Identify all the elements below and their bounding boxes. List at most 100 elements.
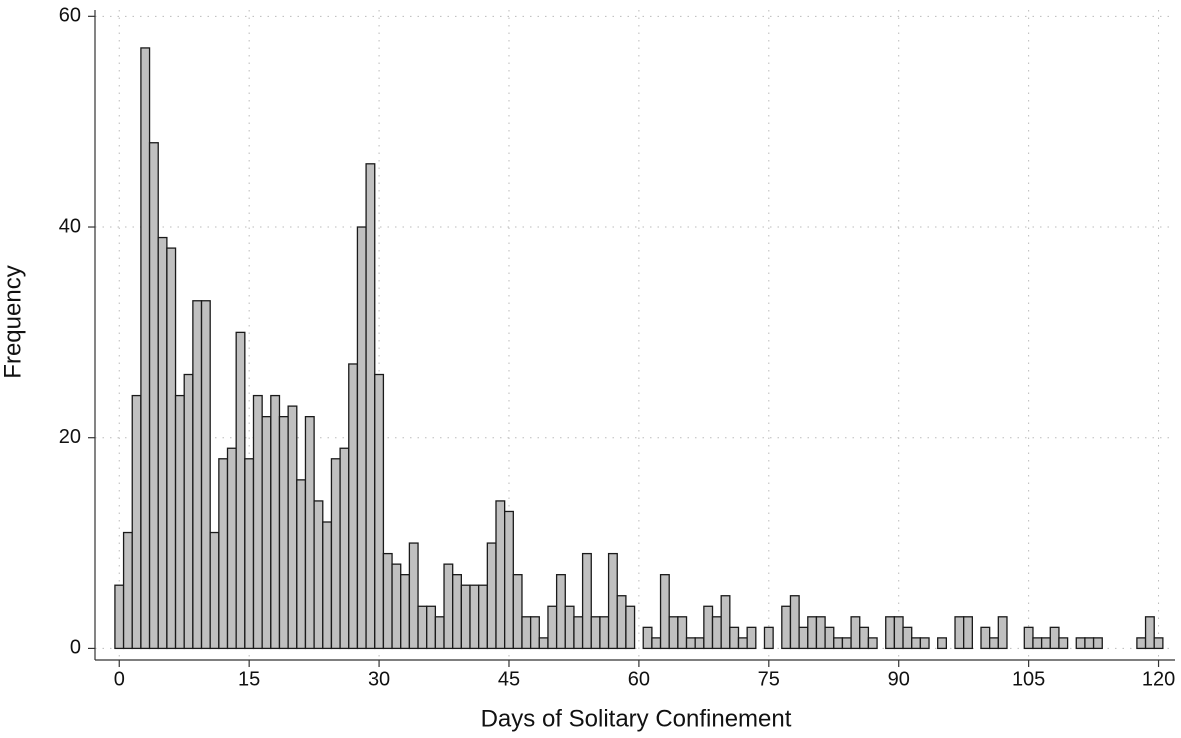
bar [322, 521, 333, 650]
bar [893, 616, 904, 650]
bar [833, 637, 844, 650]
bar [1092, 637, 1103, 650]
bar [789, 595, 800, 650]
bar [452, 574, 463, 650]
bar [564, 605, 575, 650]
bar [270, 394, 281, 650]
bar [192, 300, 203, 650]
y-tick-label: 20 [59, 426, 81, 448]
bar [841, 637, 852, 650]
bar [902, 626, 913, 650]
bar [460, 584, 471, 650]
bar [209, 531, 220, 650]
bar [1049, 626, 1060, 650]
bar [616, 595, 627, 650]
bar [815, 616, 826, 650]
bar [555, 574, 566, 650]
bar [746, 626, 757, 650]
bar [1058, 637, 1069, 650]
bar [495, 500, 506, 650]
bar [529, 616, 540, 650]
bar [581, 552, 592, 650]
x-tick-label: 30 [368, 668, 390, 690]
bar [1144, 616, 1155, 650]
bar [954, 616, 965, 650]
bar [443, 563, 454, 650]
x-tick-label: 120 [1142, 668, 1175, 690]
bar [607, 552, 618, 650]
bar [763, 626, 774, 650]
bar [521, 616, 532, 650]
bar [651, 637, 662, 650]
bar [504, 510, 514, 650]
bar [356, 226, 367, 650]
bar [261, 415, 272, 650]
bar [1023, 626, 1034, 650]
bar [114, 584, 125, 650]
bar [235, 331, 246, 650]
y-tick-label: 0 [70, 637, 81, 659]
bar [807, 616, 818, 650]
bar [547, 605, 558, 650]
bar [1084, 637, 1095, 650]
bar [478, 584, 488, 650]
bar [867, 637, 878, 650]
bar [131, 394, 142, 650]
bar [1032, 637, 1043, 650]
bar [391, 563, 402, 650]
bar [850, 616, 861, 650]
bar [685, 637, 696, 650]
bar [737, 637, 748, 650]
bar [365, 163, 376, 650]
bar [538, 637, 549, 650]
x-tick-label: 0 [114, 668, 125, 690]
bar [434, 616, 445, 650]
bar [781, 605, 792, 650]
bar [599, 616, 610, 650]
bar [512, 574, 523, 650]
bar [729, 626, 740, 650]
y-tick-label: 40 [59, 215, 81, 237]
bar [989, 637, 999, 650]
bar [469, 584, 480, 650]
bar [798, 626, 809, 650]
bar [408, 542, 419, 650]
bar [1040, 637, 1051, 650]
bar [400, 574, 411, 650]
bar [642, 626, 653, 650]
bar [157, 236, 168, 650]
bar [625, 605, 636, 650]
x-tick-label: 75 [758, 668, 780, 690]
bar [1136, 637, 1147, 650]
bar [287, 405, 298, 650]
bar [148, 142, 159, 650]
bar [244, 458, 255, 650]
bar [174, 394, 185, 650]
bar [980, 626, 991, 650]
x-tick-label: 45 [498, 668, 520, 690]
bar [330, 458, 341, 650]
bar [374, 373, 385, 650]
bar [668, 616, 679, 650]
x-tick-label: 60 [628, 668, 650, 690]
bar [703, 605, 714, 650]
bar [711, 616, 722, 650]
bar [226, 447, 237, 650]
bar [348, 363, 359, 650]
bar [417, 605, 428, 650]
bar [426, 605, 437, 650]
bar [1153, 637, 1164, 650]
bar [1075, 637, 1086, 650]
bar [659, 574, 670, 650]
bar [911, 637, 922, 650]
bar [166, 247, 177, 650]
bar [919, 637, 930, 650]
bar [720, 595, 731, 650]
bar [183, 373, 194, 650]
bar [218, 458, 229, 650]
y-tick-label: 60 [59, 5, 81, 27]
x-tick-label: 90 [888, 668, 910, 690]
bar [339, 447, 350, 650]
bar [122, 531, 133, 650]
